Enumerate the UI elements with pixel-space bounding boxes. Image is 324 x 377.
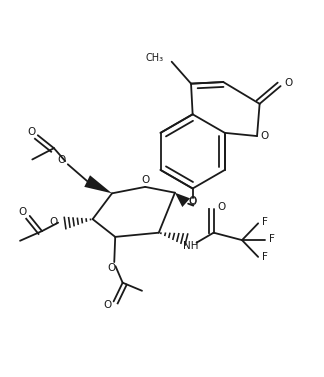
Text: O: O bbox=[108, 263, 116, 273]
Text: O: O bbox=[57, 155, 65, 166]
Text: O: O bbox=[103, 300, 111, 310]
Text: F: F bbox=[262, 252, 268, 262]
Text: O: O bbox=[27, 127, 35, 137]
Text: CH₃: CH₃ bbox=[145, 53, 164, 63]
Text: O: O bbox=[188, 196, 196, 206]
Text: O: O bbox=[141, 175, 149, 185]
Text: F: F bbox=[269, 234, 275, 244]
Polygon shape bbox=[84, 175, 112, 193]
Text: O: O bbox=[260, 131, 268, 141]
Text: NH: NH bbox=[183, 241, 199, 251]
Text: O: O bbox=[18, 207, 27, 217]
Text: O: O bbox=[284, 78, 293, 89]
Text: O: O bbox=[217, 202, 226, 212]
Text: O: O bbox=[189, 197, 197, 207]
Text: O: O bbox=[49, 217, 57, 227]
Polygon shape bbox=[175, 193, 190, 207]
Text: F: F bbox=[262, 218, 268, 227]
